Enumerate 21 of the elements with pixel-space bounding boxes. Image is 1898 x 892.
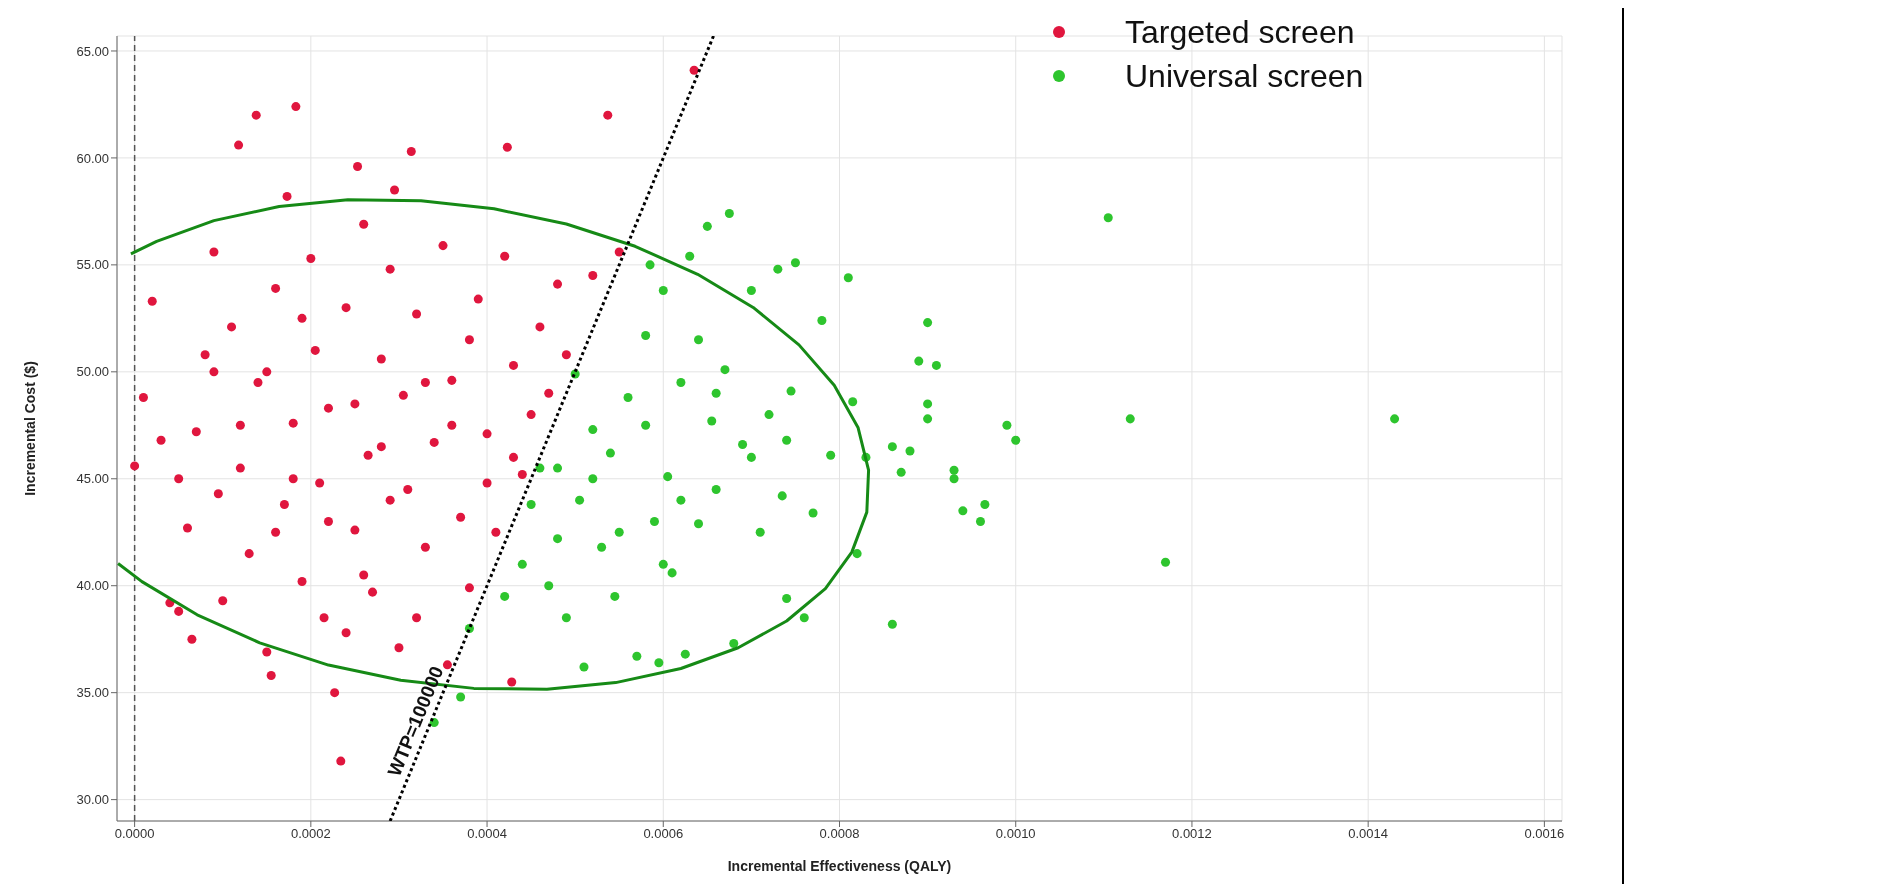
y-tick-label: 45.00 bbox=[76, 471, 109, 487]
y-tick-label: 35.00 bbox=[76, 685, 109, 701]
y-tick-label: 65.00 bbox=[76, 43, 109, 59]
x-tick-label: 0.0006 bbox=[643, 826, 684, 842]
x-tick-label: 0.0000 bbox=[114, 826, 155, 842]
y-tick-label: 30.00 bbox=[76, 792, 109, 808]
x-tick-label: 0.0002 bbox=[290, 826, 331, 842]
y-tick-label: 50.00 bbox=[76, 364, 109, 380]
legend-label: Targeted screen bbox=[1125, 13, 1355, 51]
y-tick-label: 40.00 bbox=[76, 578, 109, 594]
y-tick-label: 55.00 bbox=[76, 257, 109, 273]
x-tick-label: 0.0012 bbox=[1172, 826, 1212, 842]
x-axis-title: Incremental Effectiveness (QALY) bbox=[727, 858, 952, 874]
y-tick-label: 60.00 bbox=[76, 150, 109, 166]
x-tick-label: 0.0016 bbox=[1524, 826, 1565, 842]
x-tick-label: 0.0010 bbox=[995, 826, 1036, 842]
x-tick-label: 0.0008 bbox=[819, 826, 860, 842]
x-tick-label: 0.0014 bbox=[1348, 826, 1389, 842]
y-axis-title: Incremental Cost ($) bbox=[21, 361, 38, 496]
legend-label: Universal screen bbox=[1125, 57, 1364, 95]
x-tick-label: 0.0004 bbox=[467, 826, 507, 842]
